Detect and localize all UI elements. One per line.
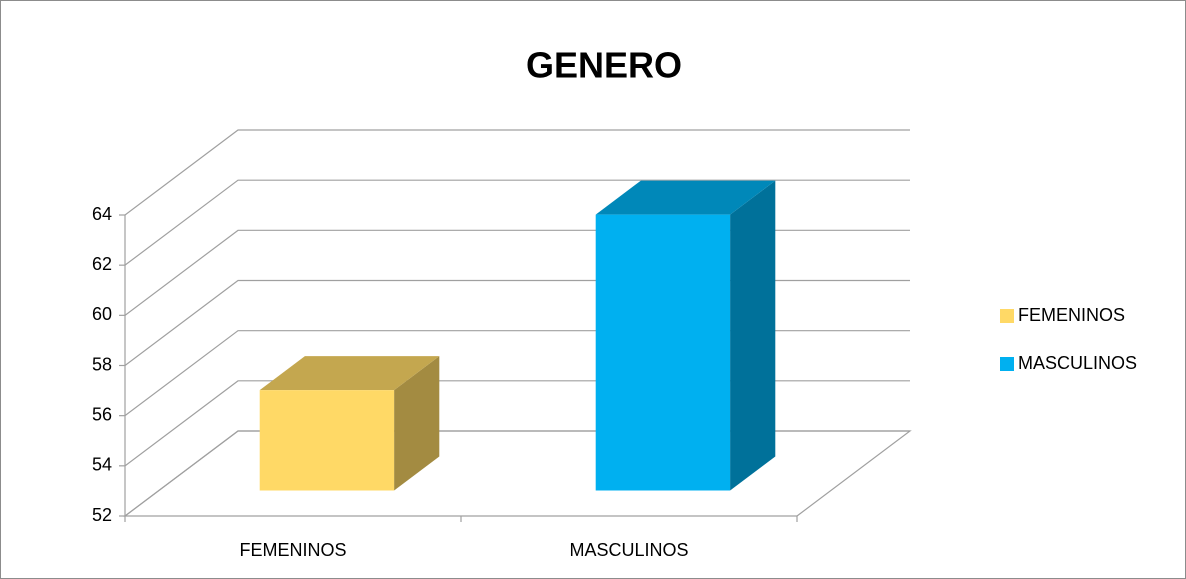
grid-line [124, 179, 910, 266]
y-tick-label: 52 [92, 505, 112, 525]
bar-top [595, 180, 776, 215]
bar-top [259, 356, 440, 391]
chart-title: GENERO [526, 45, 682, 86]
y-tick-label: 64 [92, 204, 112, 224]
x-tick-label: FEMENINOS [239, 540, 346, 560]
bar [259, 390, 395, 491]
y-tick-label: 60 [92, 304, 112, 324]
y-tick-label: 54 [92, 455, 112, 475]
bar-side [730, 180, 776, 491]
legend-swatch [1000, 357, 1014, 371]
grid-line [124, 129, 910, 216]
y-tick-label: 56 [92, 404, 112, 424]
legend-label: FEMENINOS [1018, 305, 1125, 325]
bar-side [394, 356, 440, 491]
y-tick-label: 58 [92, 354, 112, 374]
y-tick-label: 62 [92, 254, 112, 274]
legend-swatch [1000, 309, 1014, 323]
bar [595, 214, 731, 491]
legend-label: MASCULINOS [1018, 353, 1137, 373]
x-tick-label: MASCULINOS [569, 540, 688, 560]
